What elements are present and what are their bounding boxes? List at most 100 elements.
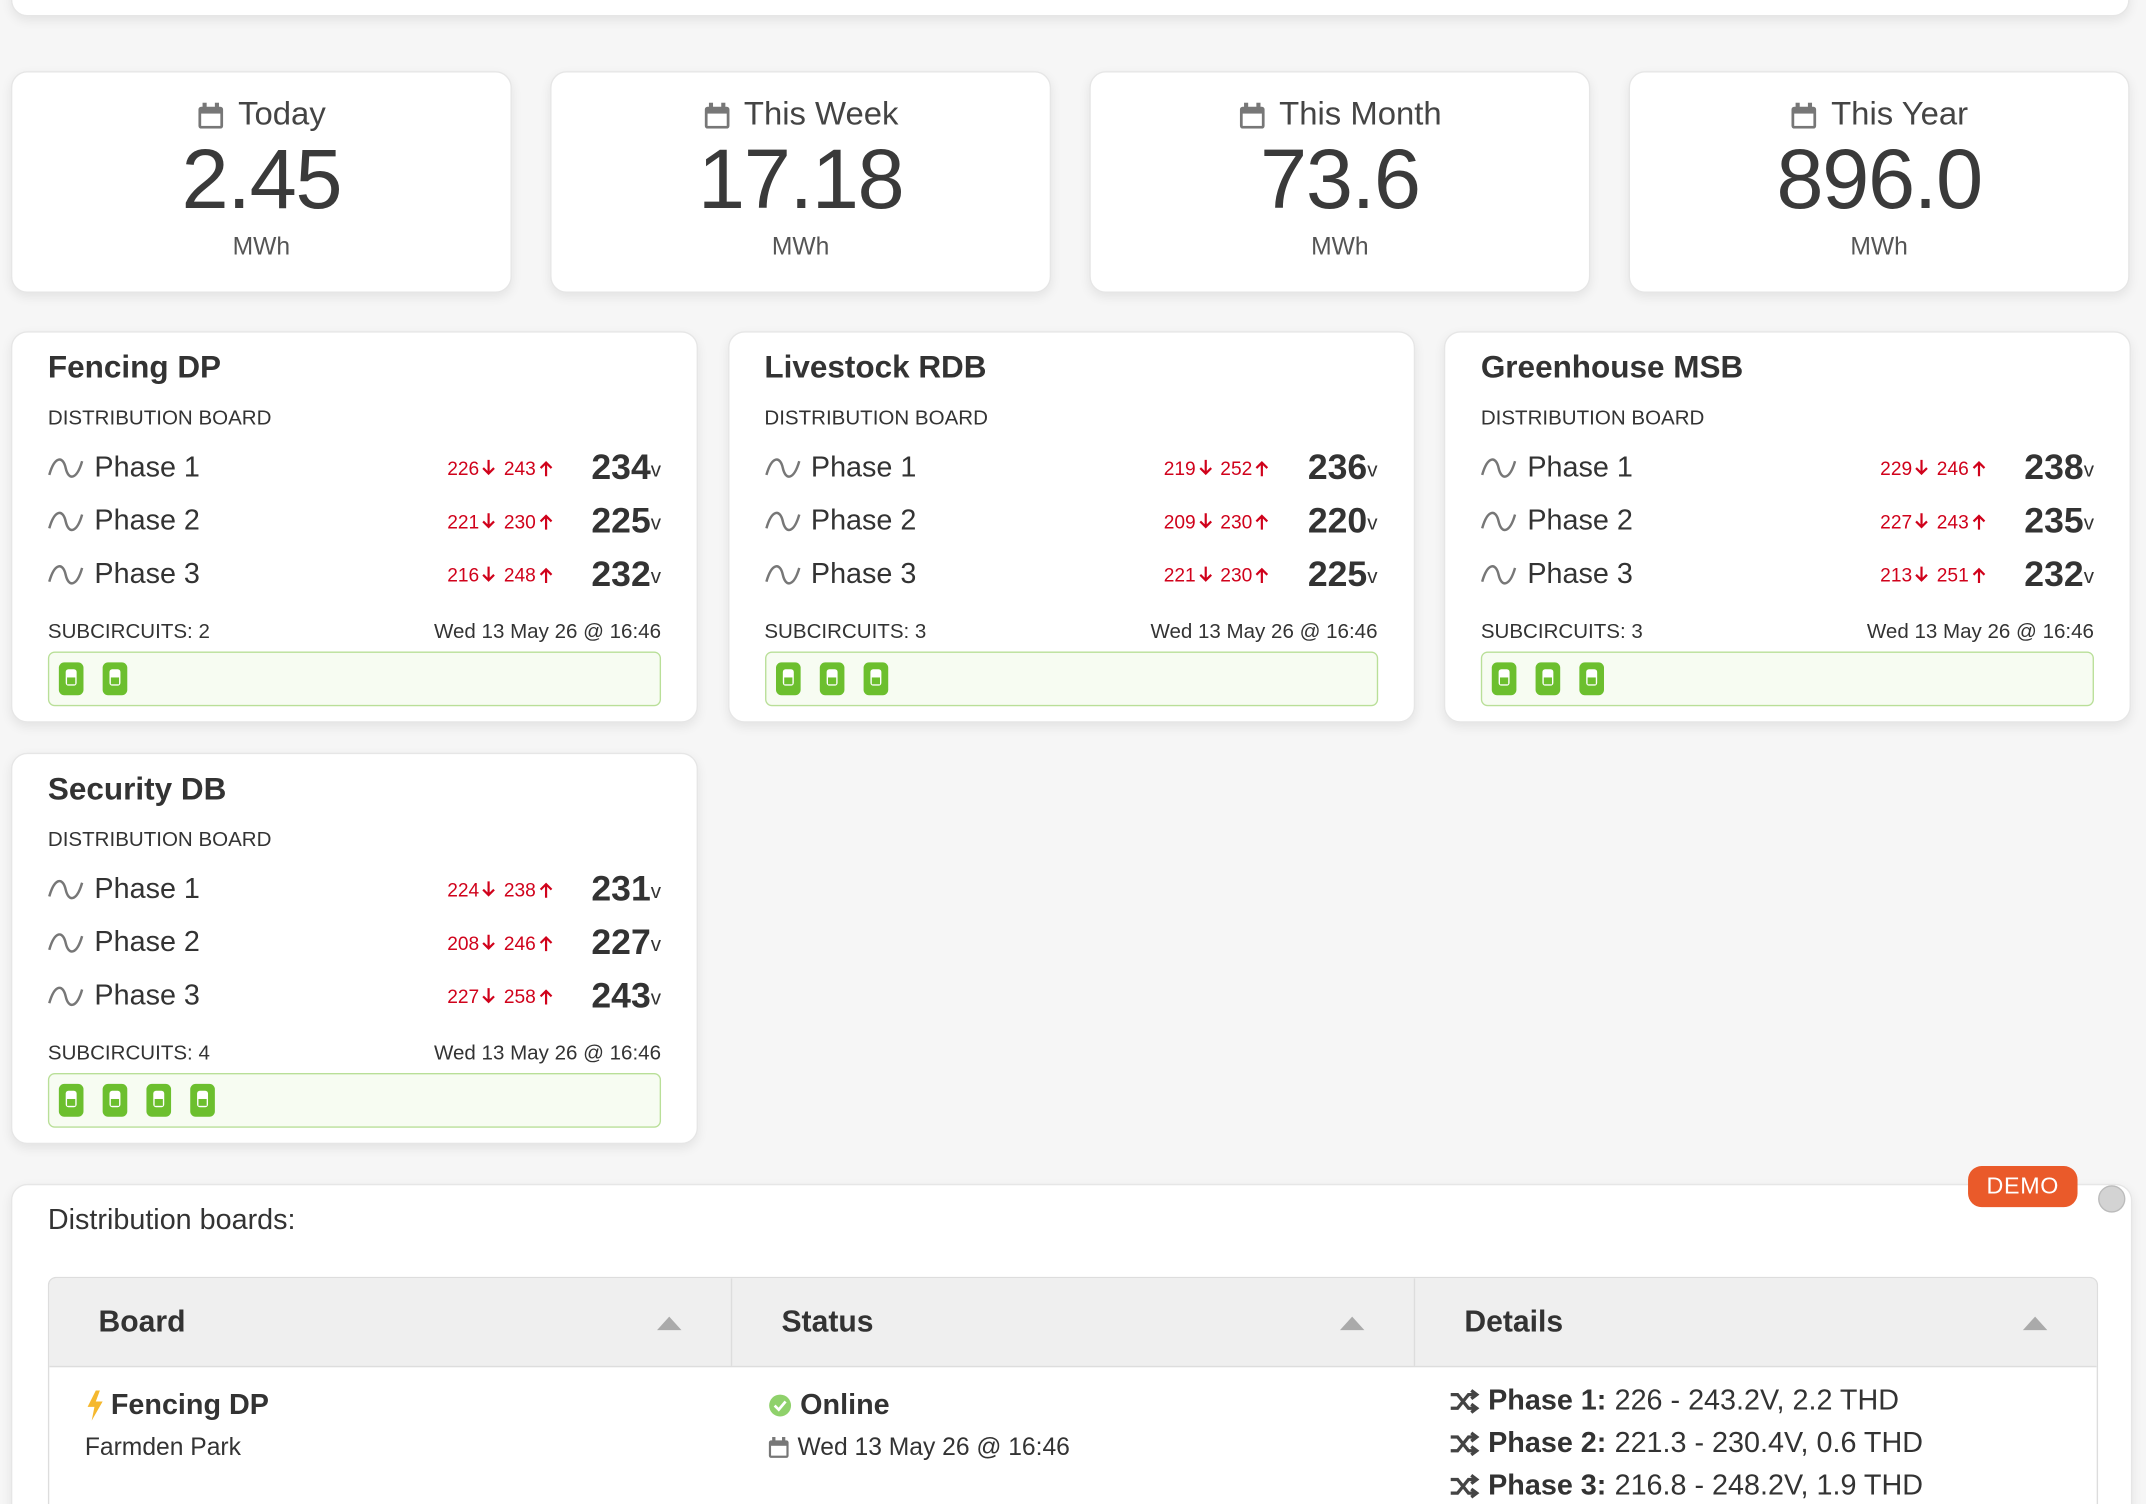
subcircuit-icon	[775, 662, 800, 696]
subcircuits-count: 4	[198, 1041, 210, 1065]
phase-max: 258	[503, 984, 536, 1007]
board-card: Security DB DISTRIBUTION BOARD Phase 1 224 2…	[10, 752, 698, 1145]
subcircuit-icon	[146, 1083, 172, 1117]
close-button[interactable]	[2098, 1185, 2126, 1213]
wave-icon	[48, 879, 84, 899]
phase-range: 227 243	[1880, 510, 1985, 532]
phase-range: 229 246	[1880, 456, 1985, 478]
voltage-unit: v	[2083, 458, 2094, 482]
stat-unit: MWh	[1311, 232, 1369, 261]
stat-value: 17.18	[697, 132, 905, 228]
phase-min: 209	[1163, 509, 1196, 532]
phase-max: 238	[503, 877, 536, 900]
stat-value: 2.45	[181, 132, 343, 228]
calendar-icon	[1239, 101, 1265, 128]
phase-min: 227	[447, 984, 480, 1007]
phase-range: 216 248	[447, 563, 552, 585]
phase-voltage: 232	[591, 552, 651, 594]
down-arrow	[482, 988, 496, 1004]
phase-voltage: 235	[2024, 499, 2084, 541]
detail-line: Phase 1: 226 - 243.2V, 2.2 THD	[1450, 1380, 2097, 1422]
phase-row: Phase 2 208 246 227 v	[48, 916, 661, 969]
up-arrow	[539, 513, 552, 529]
wave-icon	[1481, 511, 1517, 531]
phase-row: Phase 1 224 238 231 v	[48, 862, 661, 915]
down-arrow	[1915, 513, 1928, 529]
phase-voltage: 243	[591, 974, 651, 1016]
detail-label: Phase 1:	[1488, 1384, 1607, 1416]
bolt-icon	[87, 1390, 103, 1421]
phase-voltage: 227	[591, 921, 651, 963]
down-arrow	[1198, 566, 1212, 582]
stat-unit: MWh	[232, 232, 291, 261]
phase-voltage: 238	[2024, 446, 2084, 488]
phase-range: 221 230	[1164, 563, 1269, 585]
board-timestamp: Wed 13 May 26 @ 16:46	[1150, 619, 1378, 644]
board-cell: Fencing DP Farmden Park	[49, 1389, 731, 1504]
phase-min: 208	[447, 931, 480, 954]
column-title: Status	[781, 1304, 874, 1339]
voltage-unit: v	[650, 458, 662, 482]
subcircuit-icon	[1535, 662, 1561, 696]
phase-range: 224 238	[447, 878, 552, 900]
subcircuit-strip	[47, 651, 662, 707]
stat-label: This Year	[1831, 95, 1969, 133]
voltage-unit: v	[1367, 565, 1378, 589]
stat-label: This Week	[743, 95, 899, 133]
phase-min: 226	[447, 456, 480, 479]
board-card: Greenhouse MSB DISTRIBUTION BOARD Phase 1 2…	[1443, 331, 2131, 723]
column-header[interactable]: Details	[1415, 1278, 2097, 1366]
subcircuit-icon	[102, 662, 128, 696]
subcircuits: SUBCIRCUITS: 4	[48, 1042, 210, 1065]
sort-arrow	[1339, 1315, 1365, 1330]
wave-icon	[48, 457, 84, 477]
calendar-icon	[704, 101, 729, 128]
phase-label: Phase 2	[94, 925, 200, 958]
sort-arrow	[656, 1315, 682, 1330]
voltage-unit: v	[650, 511, 662, 536]
column-header[interactable]: Status	[732, 1278, 1416, 1366]
phase-voltage: 234	[591, 446, 651, 488]
up-arrow	[1972, 567, 1985, 583]
phase-range: 227 258	[447, 985, 552, 1007]
phase-row: Phase 1 226 243 234 v	[48, 441, 661, 494]
stat-label: This Month	[1279, 95, 1442, 133]
stat-card: This Year 896.0 MWh	[1628, 71, 2130, 293]
phase-voltage: 232	[2024, 552, 2084, 594]
voltage-unit: v	[2083, 565, 2094, 589]
subcircuit-icon	[1579, 662, 1604, 696]
wave-icon	[48, 511, 84, 531]
phase-min: 221	[447, 509, 480, 532]
phase-range: 219 252	[1164, 456, 1269, 478]
column-header[interactable]: Board	[49, 1278, 733, 1366]
phase-list: Phase 1 229 246 238 v Phase 2 227 243 235 v Phase …	[1481, 441, 2094, 601]
top-bar	[10, 0, 2130, 17]
status-cell: Online Wed 13 May 26 @ 16:46	[732, 1389, 1414, 1504]
down-arrow	[1915, 459, 1928, 476]
wave-icon	[764, 564, 800, 584]
phase-row: Phase 2 227 243 235 v	[1481, 494, 2094, 547]
board-name: Fencing DP	[47, 348, 222, 385]
up-arrow	[539, 988, 552, 1004]
down-arrow	[1198, 459, 1212, 476]
board-footer: SUBCIRCUITS: 3 Wed 13 May 26 @ 16:46	[764, 620, 1377, 643]
phase-range: 209 230	[1164, 510, 1269, 532]
stat-value: 73.6	[1260, 132, 1421, 228]
sort-arrow	[2022, 1315, 2048, 1330]
down-arrow	[482, 566, 496, 582]
detail-label: Phase 2:	[1488, 1426, 1607, 1459]
phase-row: Phase 3 227 258 243 v	[48, 969, 661, 1022]
phase-voltage: 225	[591, 499, 651, 541]
phase-row: Phase 3 221 230 225 v	[764, 547, 1377, 600]
shuffle-icon	[1451, 1388, 1480, 1414]
stat-value: 896.0	[1776, 132, 1983, 228]
table-header: Board Status Details	[49, 1278, 2097, 1368]
board-timestamp: Wed 13 May 26 @ 16:46	[433, 1041, 662, 1065]
phase-row: Phase 2 209 230 220 v	[764, 494, 1377, 547]
board-type: DISTRIBUTION BOARD	[47, 406, 272, 430]
up-arrow	[1972, 460, 1985, 476]
phase-label: Phase 2	[810, 504, 917, 536]
phase-row: Phase 3 216 248 232 v	[48, 547, 661, 600]
board-footer: SUBCIRCUITS: 3 Wed 13 May 26 @ 16:46	[1481, 620, 2094, 643]
phase-max: 251	[1936, 563, 1969, 586]
